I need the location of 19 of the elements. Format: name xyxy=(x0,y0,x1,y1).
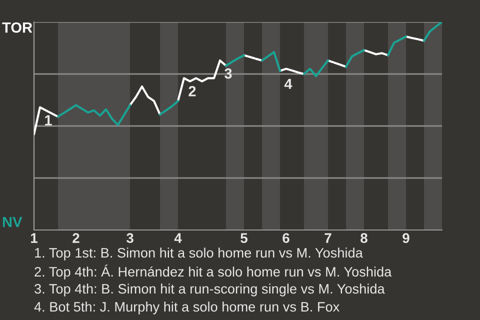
annotation: 4 xyxy=(284,78,292,89)
text: NV xyxy=(2,216,22,227)
x-tick-label: 9 xyxy=(402,233,410,243)
text: 4. Bot 5th: J. Murphy hit a solo home run vs B. Fox xyxy=(34,302,340,314)
x-tick-label: 8 xyxy=(360,233,368,243)
annotation: 2 xyxy=(188,86,196,96)
annotation: 3 xyxy=(224,68,232,79)
x-tick-label: 7 xyxy=(324,233,332,243)
x-tick-label: 6 xyxy=(282,233,290,243)
text: 3. Top 4th: B. Simon hit a run-scoring single vs M. Yoshida xyxy=(34,284,385,296)
x-tick-label: 4 xyxy=(174,233,182,243)
text: TOR xyxy=(2,22,32,33)
x-tick-label: 1 xyxy=(31,233,38,243)
text: 1. Top 1st: B. Simon hit a solo home run vs M. Yoshida xyxy=(35,248,363,260)
annotation: 1 xyxy=(45,115,52,126)
x-tick-label: 5 xyxy=(240,233,248,243)
x-tick-label: 2 xyxy=(72,233,80,243)
x-tick-label: 3 xyxy=(126,233,134,243)
text: 2. Top 4th: Á. Hernández hit a solo home run vs M. Yoshida xyxy=(34,264,392,280)
